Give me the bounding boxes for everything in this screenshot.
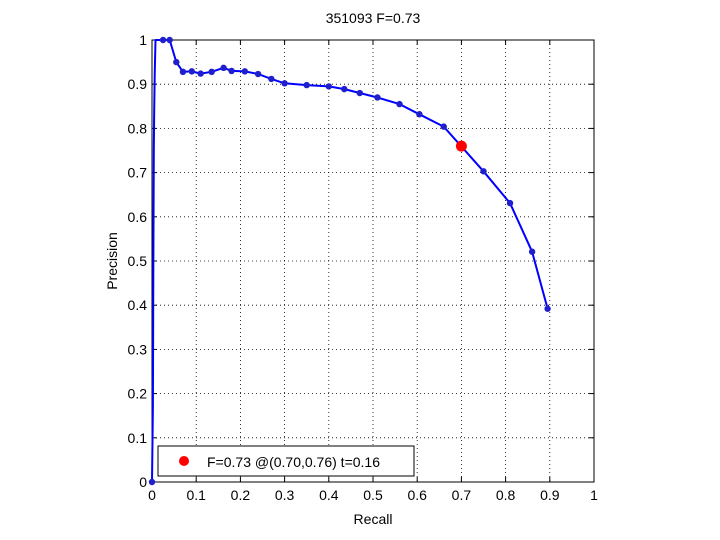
pr-curve-marker	[506, 199, 514, 207]
y-tick-label: 0	[139, 474, 147, 490]
x-tick-label: 0.9	[540, 487, 560, 503]
pr-curve-marker	[325, 83, 332, 90]
pr-curve-marker	[208, 68, 215, 76]
x-tick-label: 1	[590, 487, 598, 503]
pr-curve-marker	[254, 70, 262, 78]
pr-curve-marker	[416, 111, 423, 118]
x-axis-label: Recall	[354, 511, 393, 527]
grid-lines	[152, 40, 594, 482]
pr-curve-marker	[188, 68, 195, 75]
axis-ticks	[151, 39, 595, 483]
pr-curve-marker	[528, 248, 536, 255]
legend-box	[157, 445, 415, 477]
pr-curve-marker	[179, 68, 187, 76]
best-f-marker	[455, 140, 467, 152]
x-tick-label: 0.6	[407, 487, 427, 503]
legend-marker-icon	[179, 456, 189, 466]
x-tick-label: 0.1	[186, 487, 206, 503]
x-tick-label: 0.5	[363, 487, 383, 503]
x-tick-label: 0.2	[231, 487, 251, 503]
y-tick-label: 0.6	[128, 209, 148, 225]
y-tick-labels: 0 0.1 0.2 0.3 0.4 0.5 0.6 0.7 0.8 0.9 1	[128, 32, 148, 490]
pr-curve-marker	[480, 168, 487, 175]
y-tick-label: 0.7	[128, 165, 148, 181]
y-tick-label: 0.4	[128, 297, 148, 313]
pr-curve-marker	[356, 89, 363, 97]
y-tick-label: 0.8	[128, 120, 148, 136]
y-tick-label: 0.1	[128, 430, 148, 446]
pr-curve-marker	[173, 58, 180, 66]
x-tick-labels: 0 0.1 0.2 0.3 0.4 0.5 0.6 0.7 0.8 0.9 1	[148, 487, 598, 503]
x-tick-label: 0.3	[275, 487, 295, 503]
pr-curve-marker	[241, 68, 249, 75]
y-tick-label: 0.2	[128, 386, 148, 402]
pr-curve-marker	[341, 85, 348, 93]
y-tick-label: 0.3	[128, 341, 148, 357]
y-tick-label: 1	[139, 32, 147, 48]
legend-label: F=0.73 @(0.70,0.76) t=0.16	[207, 454, 380, 470]
y-tick-label: 0.9	[128, 76, 148, 92]
pr-curve-marker	[228, 67, 235, 75]
x-tick-label: 0.7	[452, 487, 472, 503]
best-f-point	[455, 140, 467, 152]
pr-curve-marker	[303, 81, 310, 89]
chart-title: 351093 F=0.73	[326, 10, 421, 26]
x-tick-label: 0	[148, 487, 156, 503]
pr-curve-marker	[166, 36, 173, 44]
pr-curve-marker	[268, 75, 275, 83]
x-tick-label: 0.8	[496, 487, 516, 503]
x-tick-label: 0.4	[319, 487, 339, 503]
pr-curve-marker	[281, 80, 288, 87]
pr-curve-marker	[440, 123, 447, 130]
pr-curve-marker	[148, 478, 156, 486]
y-axis-label: Precision	[104, 232, 120, 290]
pr-curve-marker	[396, 100, 403, 108]
pr-curve-marker	[197, 70, 204, 77]
pr-curve-marker	[220, 64, 227, 72]
pr-curve-series	[148, 36, 551, 486]
pr-curve-marker	[159, 36, 167, 44]
pr-curve-marker	[374, 94, 381, 101]
pr-curve-marker	[544, 305, 551, 312]
pr-curve-line	[151, 39, 549, 483]
y-tick-label: 0.5	[128, 253, 148, 269]
legend: F=0.73 @(0.70,0.76) t=0.16	[157, 445, 415, 477]
